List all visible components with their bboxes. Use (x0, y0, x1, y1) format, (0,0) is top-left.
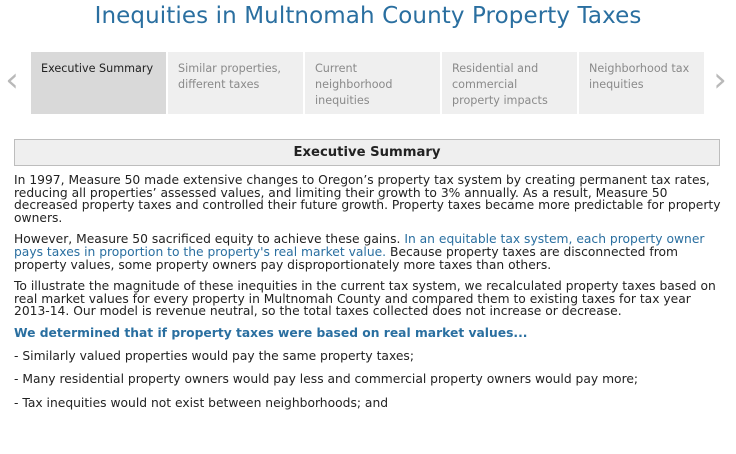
findings-heading: We determined that if property taxes wer… (14, 325, 528, 340)
equity-definition-text: In an equitable tax system, each propert… (14, 232, 705, 259)
tab-label: Neighborhood tax inequities (589, 62, 690, 91)
finding-item: - Tax inequities would not exist between… (14, 395, 389, 410)
paragraph-measure-50: In 1997, Measure 50 made extensive chang… (14, 173, 721, 225)
finding-item: - Similarly valued properties would pay … (14, 348, 414, 363)
paragraph-methodology: To illustrate the magnitude of these ine… (14, 279, 716, 319)
summary-content: In 1997, Measure 50 made extensive chang… (14, 174, 726, 420)
tab-label: Current neighborhood inequities (315, 62, 393, 107)
tab-label: Similar properties, different taxes (178, 62, 281, 91)
tab-current-neighborhood-inequities[interactable]: Current neighborhood inequities (305, 52, 440, 114)
finding-item: - Many residential property owners would… (14, 372, 639, 387)
tab-label: Executive Summary (41, 62, 154, 75)
tab-executive-summary[interactable]: Executive Summary (31, 52, 166, 114)
section-heading: Executive Summary (14, 139, 720, 166)
tab-neighborhood-tax-inequities[interactable]: Neighborhood tax inequities (579, 52, 704, 114)
previous-arrow-icon[interactable]: ‹ (5, 60, 19, 100)
next-arrow-icon[interactable]: › (713, 60, 727, 100)
tab-residential-commercial-impacts[interactable]: Residential and commercial property impa… (442, 52, 577, 114)
tab-label: Residential and commercial property impa… (452, 62, 548, 107)
paragraph-equity-intro: However, Measure 50 sacrificed equity to… (14, 232, 405, 247)
tab-similar-properties[interactable]: Similar properties, different taxes (168, 52, 303, 114)
paragraph-equity-detail: Because property taxes are disconnected … (14, 244, 679, 272)
paragraph-equity: However, Measure 50 sacrificed equity to… (14, 233, 726, 271)
page-title: Inequities in Multnomah County Property … (94, 3, 642, 29)
